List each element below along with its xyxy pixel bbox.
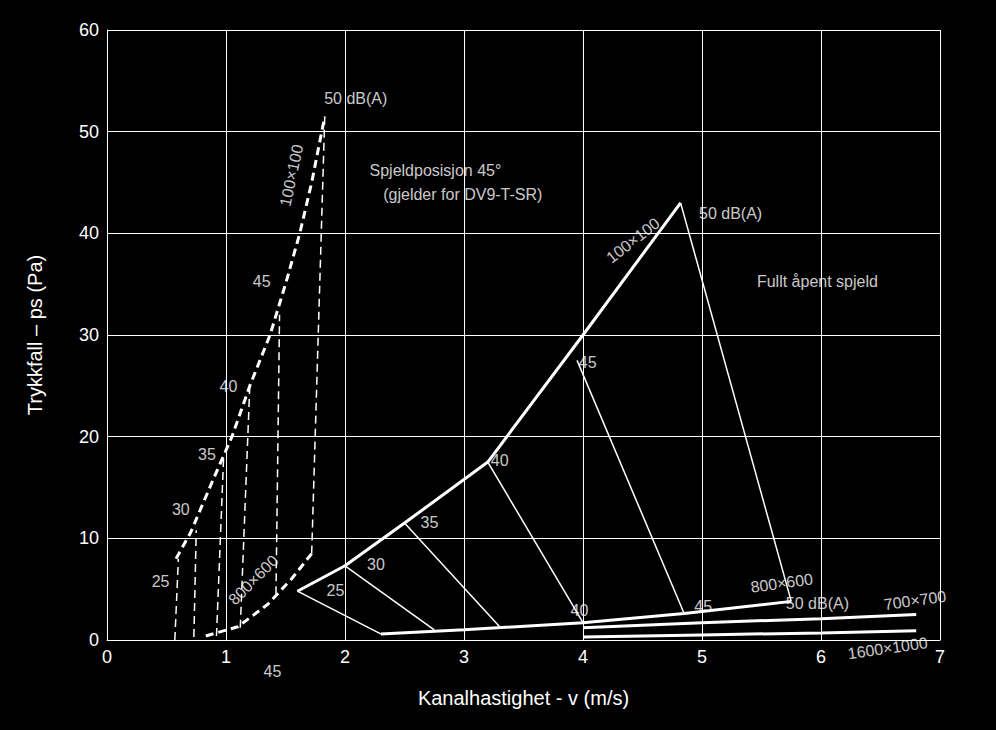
svg-text:30: 30 [367, 556, 385, 573]
svg-text:30: 30 [79, 325, 99, 345]
svg-text:40: 40 [79, 223, 99, 243]
svg-text:60: 60 [79, 20, 99, 40]
svg-text:0: 0 [89, 630, 99, 650]
svg-text:40: 40 [490, 451, 509, 469]
svg-text:1600×1000: 1600×1000 [847, 634, 929, 662]
svg-text:1: 1 [221, 647, 231, 667]
svg-text:25: 25 [152, 573, 170, 590]
svg-text:40: 40 [219, 378, 237, 395]
svg-text:5: 5 [697, 647, 707, 667]
svg-text:45: 45 [579, 354, 597, 371]
svg-text:Trykkfall – ps (Pa): Trykkfall – ps (Pa) [24, 255, 46, 415]
svg-text:100×100: 100×100 [277, 143, 307, 208]
svg-text:700×700: 700×700 [883, 588, 948, 614]
svg-text:45: 45 [264, 663, 282, 680]
svg-text:35: 35 [198, 446, 216, 463]
svg-text:50 dB(A): 50 dB(A) [699, 205, 762, 222]
svg-text:35: 35 [421, 514, 439, 531]
svg-text:50: 50 [79, 122, 99, 142]
svg-text:30: 30 [172, 501, 190, 518]
svg-text:4: 4 [578, 647, 588, 667]
svg-text:800×600: 800×600 [225, 552, 281, 608]
svg-text:50 dB(A): 50 dB(A) [786, 595, 849, 612]
svg-text:100×100: 100×100 [603, 214, 663, 267]
svg-text:0: 0 [102, 647, 112, 667]
svg-text:40: 40 [570, 602, 589, 619]
svg-text:3: 3 [459, 647, 469, 667]
svg-text:800×600: 800×600 [750, 570, 815, 596]
svg-text:7: 7 [935, 647, 945, 667]
svg-text:6: 6 [816, 647, 826, 667]
svg-text:50 dB(A): 50 dB(A) [324, 90, 387, 107]
svg-text:45: 45 [694, 598, 713, 615]
svg-text:45: 45 [253, 273, 271, 290]
svg-text:(gjelder for DV9-T-SR): (gjelder for DV9-T-SR) [383, 186, 542, 203]
svg-text:2: 2 [340, 647, 350, 667]
svg-text:Fullt åpent spjeld: Fullt åpent spjeld [757, 273, 878, 290]
svg-text:25: 25 [327, 582, 345, 599]
svg-text:10: 10 [79, 528, 99, 548]
svg-text:20: 20 [79, 427, 99, 447]
svg-text:Spjeldposisjon 45°: Spjeldposisjon 45° [370, 162, 502, 179]
svg-text:Kanalhastighet - v (m/s): Kanalhastighet - v (m/s) [418, 687, 629, 709]
